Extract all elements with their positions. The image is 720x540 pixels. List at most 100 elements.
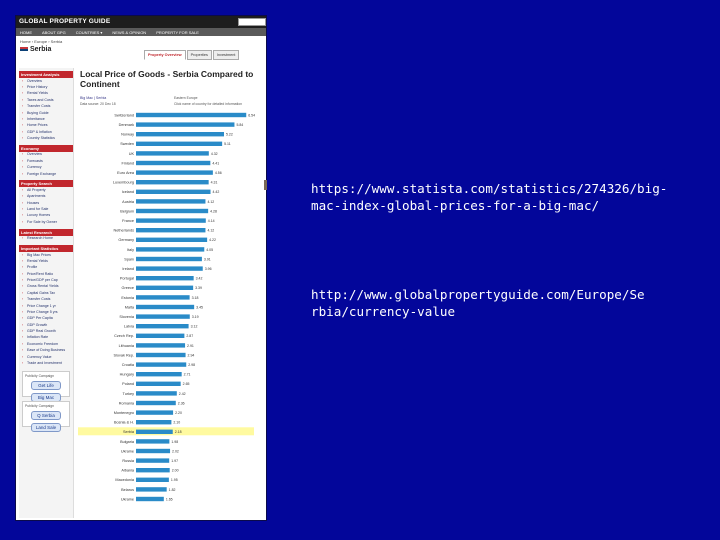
sidebar-link[interactable]: Country Statistics [19,135,73,141]
chart-category-label[interactable]: Germany [118,238,134,242]
nav-item[interactable]: COUNTRIES ▾ [75,29,103,35]
chart-category-label[interactable]: Austria [122,200,135,204]
statista-link[interactable]: https://www.statista.com/statistics/2743… [311,180,681,214]
sidebar-link[interactable]: GDP Real Growth [19,328,73,334]
sidebar-link[interactable]: Apartments [19,194,73,200]
chart-category-label[interactable]: Bulgaria [120,440,135,444]
chart-category-label[interactable]: Ireland [122,267,134,271]
chart-category-label[interactable]: Bosnia & H. [114,421,134,425]
sidebar-link[interactable]: Land for Sale [19,206,73,212]
sidebar-link[interactable]: Big Mac Prices [19,252,73,258]
chart-category-label[interactable]: Italy [127,248,134,252]
chart-category-label[interactable]: Latvia [124,325,135,329]
chart-category-label[interactable]: Greece [122,286,134,290]
tab-item[interactable]: Property Overview [144,50,186,60]
sidebar-link[interactable]: Price Change 5 yrs [19,309,73,315]
article-note[interactable]: Eastern Europe [174,96,198,100]
chart-category-label[interactable]: Slovenia [119,315,134,319]
chart-category-label[interactable]: Poland [122,382,134,386]
chart-category-label[interactable]: Russia [122,459,134,463]
chart-category-label[interactable]: Switzerland [114,113,134,117]
chart-category-label[interactable]: Ukraine [121,449,134,453]
widget-button[interactable]: Q Serbia [31,410,61,420]
sidebar-link[interactable]: GDP & Inflation [19,129,73,135]
chart-category-label[interactable]: France [122,219,134,223]
sidebar-link[interactable]: GDP Per Capita [19,316,73,322]
breadcrumb[interactable]: Home › Europe › Serbia [20,39,63,44]
chart-category-label[interactable]: Turkey [123,392,135,396]
chart-category-label[interactable]: Euro Area [117,171,135,175]
sidebar-link[interactable]: Overview [19,78,73,84]
sidebar-link[interactable]: Transfer Costs [19,297,73,303]
chart-category-label[interactable]: Serbia [123,430,135,434]
widget-button[interactable]: Get Life [31,380,61,390]
chart-category-label[interactable]: Luxembourg [113,181,134,185]
widget-button[interactable]: Land Sale [31,422,61,432]
sidebar-link[interactable]: Price/GDP per Cap [19,277,73,283]
chart-category-label[interactable]: Belgium [120,209,134,213]
sidebar-link[interactable]: Luxury Homes [19,213,73,219]
chart-category-label[interactable]: Croatia [122,363,135,367]
sidebar-link[interactable]: Economic Freedom [19,341,73,347]
chart-category-label[interactable]: Estonia [121,296,135,300]
sidebar-link[interactable]: Transfer Costs [19,104,73,110]
chart-category-label[interactable]: Macedonia [115,478,134,482]
sidebar-link[interactable]: For Sale by Owner [19,219,73,225]
sidebar-link[interactable]: Gross Rental Yields [19,284,73,290]
chart-category-label[interactable]: Iceland [122,190,134,194]
nav-item[interactable]: PROPERTY FOR SALE [156,29,199,35]
sidebar-link[interactable]: Price Change 1 yr [19,303,73,309]
sidebar-link[interactable]: Trade and Investment [19,360,73,366]
chart-category-label[interactable]: Spain [124,257,134,261]
site-search-input[interactable] [238,18,266,26]
chart-category-label[interactable]: UK [129,152,135,156]
chart-category-label[interactable]: Portugal [120,277,134,281]
sidebar-link[interactable]: Profile [19,265,73,271]
tab-item[interactable]: Investment [212,50,240,60]
chart-category-label[interactable]: Belarus [121,488,134,492]
chart-category-label[interactable]: Ukraine [121,497,134,501]
chart-category-label[interactable]: Montenegro [114,411,134,415]
sidebar-link[interactable]: Inflation Rate [19,335,73,341]
chart-category-label[interactable]: Romania [119,401,135,405]
sidebar-link[interactable]: Overview [19,152,73,158]
chart-category-label[interactable]: Netherlands [114,229,135,233]
chart-category-label[interactable]: Hungary [120,373,134,377]
chart-value-label: 2.71 [184,373,191,377]
sidebar-link[interactable]: Inheritance [19,116,73,122]
sidebar-link[interactable]: Research Home [19,236,73,242]
sidebar-link[interactable]: Rental Yields [19,91,73,97]
sidebar-link[interactable]: GDP Growth [19,322,73,328]
chart-category-label[interactable]: Slovak Rep. [114,353,134,357]
sidebar-link[interactable]: Currency Value [19,354,73,360]
sidebar-link[interactable]: Taxes and Costs [19,97,73,103]
chart-value-label: 4.22 [209,238,216,242]
sidebar-link[interactable]: Currency [19,165,73,171]
chart-category-label[interactable]: Malta [125,305,135,309]
chart-category-label[interactable]: Czech Rep. [114,334,134,338]
nav-item[interactable]: NEWS & OPINION [112,29,147,35]
sidebar-link[interactable]: Price History [19,84,73,90]
sidebar-link[interactable]: All Property [19,187,73,193]
sidebar-link[interactable]: Houses [19,200,73,206]
chart-category-label[interactable]: Sweden [120,142,134,146]
globalpropertyguide-link[interactable]: http://www.globalpropertyguide.com/Europ… [311,286,651,320]
tab-item[interactable]: Properties [186,50,212,60]
nav-item[interactable]: HOME [20,29,32,35]
chart-category-label[interactable]: Lithuania [119,344,135,348]
chart-category-label[interactable]: Finland [122,161,134,165]
sidebar-link[interactable]: Ease of Doing Business [19,348,73,354]
site-logo[interactable]: GLOBAL PROPERTY GUIDE [19,18,111,25]
sidebar-link[interactable]: Price/Rent Ratio [19,271,73,277]
sidebar-link[interactable]: Rental Yields [19,258,73,264]
chart-category-label[interactable]: Denmark [119,123,135,127]
nav-item[interactable]: ABOUT GPG [42,29,66,35]
sidebar-link[interactable]: Home Prices [19,123,73,129]
sidebar-link[interactable]: Foreign Exchange [19,171,73,177]
sidebar-link[interactable]: Buying Guide [19,110,73,116]
sidebar-link[interactable]: Forecasts [19,158,73,164]
chart-category-label[interactable]: Albania [121,469,135,473]
chart-category-label[interactable]: Norway [121,133,134,137]
sidebar-link[interactable]: Capital Gains Tax [19,290,73,296]
article-meta[interactable]: Big Mac | Serbia [80,96,107,100]
